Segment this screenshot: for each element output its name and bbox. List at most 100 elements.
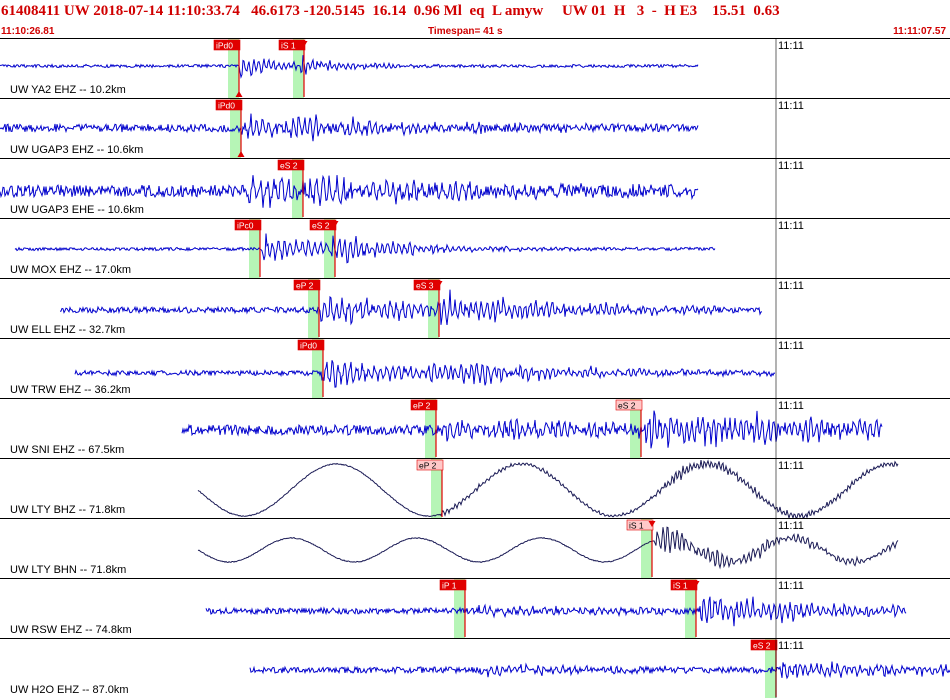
waveform-panel[interactable]: iPd0 iS 1 11:11 UW YA2 EHZ -- 10.2km: [0, 38, 950, 98]
pick-window: [765, 639, 776, 698]
pick-window: [312, 339, 323, 398]
time-tick-label: 11:11: [778, 280, 804, 292]
waveform-canvas: eP 2 eS 3: [59, 279, 777, 338]
waveform-panel[interactable]: iP 1 iS 1 11:11 UW RSW EHZ -- 74.8km: [0, 578, 950, 638]
channel-label: UW MOX EHZ -- 17.0km: [10, 264, 132, 276]
pick-window: [324, 219, 335, 278]
start-time: 11:10:26.81: [1, 26, 55, 37]
time-tick-label: 11:11: [778, 400, 804, 412]
end-time: 11:11:07.57: [893, 26, 946, 37]
pick-label: iS 1: [673, 581, 688, 591]
waveform-panel[interactable]: iS 1 11:11 UW LTY BHN -- 71.8km: [0, 518, 950, 578]
waveform-panel[interactable]: iPc0 eS 2 11:11 UW MOX EHZ -- 17.0km: [0, 218, 950, 278]
pick-label: iP 1: [442, 581, 457, 591]
pick-label-box[interactable]: [213, 39, 241, 51]
pick-window: [641, 519, 652, 578]
pick-label: iPd0: [300, 341, 317, 351]
channel-label: UW LTY BHZ -- 71.8km: [10, 504, 126, 516]
time-tick-label: 11:11: [778, 340, 804, 352]
pick-window: [431, 459, 442, 518]
pick-label: eS 2: [753, 641, 771, 651]
waveform-panel[interactable]: eS 2 11:11 UW H2O EHZ -- 87.0km: [0, 638, 950, 698]
pick-label: eP 2: [296, 281, 314, 291]
channel-label: UW TRW EHZ -- 36.2km: [10, 384, 131, 396]
pick-label: eS 2: [312, 221, 330, 231]
time-tick-label: 11:11: [778, 220, 804, 232]
pick-label: iPc0: [237, 221, 254, 231]
channel-label: UW ELL EHZ -- 32.7km: [10, 324, 126, 336]
time-tick-label: 11:11: [778, 40, 804, 52]
seismogram-trace: [181, 410, 883, 449]
pick-arrow-up-icon: [237, 151, 245, 157]
time-tick-label: 11:11: [778, 160, 804, 172]
seismogram-trace: [14, 233, 716, 264]
pick-label-box[interactable]: [215, 99, 243, 111]
pick-arrow-down-icon: [331, 221, 339, 227]
event-summary-title: 61408411 UW 2018-07-14 11:10:33.74 46.61…: [1, 3, 780, 19]
pick-label: eS 2: [280, 161, 298, 171]
time-tick-label: 11:11: [778, 520, 804, 532]
seismogram-trace: [74, 360, 776, 388]
pick-label: eS 2: [618, 401, 636, 411]
waveform-panel[interactable]: iPd0 11:11 UW TRW EHZ -- 36.2km: [0, 338, 950, 398]
pick-label-box[interactable]: [277, 159, 305, 171]
pick-label-box[interactable]: [297, 339, 325, 351]
seismogram-trace: [0, 174, 699, 208]
pick-arrow-down-icon: [648, 521, 656, 527]
channel-label: UW UGAP3 EHZ -- 10.6km: [10, 144, 144, 156]
pick-window: [425, 399, 436, 458]
time-tick-label: 11:11: [778, 580, 804, 592]
seismogram-trace: [197, 526, 899, 570]
channel-label: UW H2O EHZ -- 87.0km: [10, 684, 129, 696]
waveform-panel[interactable]: eP 2 eS 3 11:11 UW ELL EHZ -- 32.7km: [0, 278, 950, 338]
pick-arrow-up-icon: [235, 91, 243, 97]
waveform-panels: iPd0 iS 1 11:11 UW YA2 EHZ -- 10.2km iPd0 11:…: [0, 38, 950, 700]
pick-label-box[interactable]: [750, 639, 778, 651]
pick-arrow-down-icon: [300, 41, 308, 47]
waveform-canvas: iPd0 iS 1: [0, 39, 777, 98]
waveform-canvas: iPc0 eS 2: [14, 219, 777, 278]
pick-window: [292, 159, 303, 218]
waveform-canvas: eP 2 eS 2: [181, 399, 883, 458]
pick-label-box[interactable]: [293, 279, 321, 291]
waveform-canvas: iPd0: [0, 99, 777, 158]
pick-label: eP 2: [413, 401, 431, 411]
channel-label: UW LTY BHN -- 71.8km: [10, 564, 127, 576]
timespan: Timespan= 41 s: [428, 26, 503, 37]
pick-label: iS 1: [281, 41, 296, 51]
pick-label-box[interactable]: [410, 399, 438, 411]
waveform-panel[interactable]: eS 2 11:11 UW UGAP3 EHE -- 10.6km: [0, 158, 950, 218]
pick-label-box[interactable]: [439, 579, 467, 591]
waveform-canvas: eS 2: [249, 639, 950, 698]
pick-label-box[interactable]: [615, 399, 643, 411]
waveform-canvas: iPd0: [74, 339, 777, 398]
event-header: 61408411 UW 2018-07-14 11:10:33.74 46.61…: [0, 0, 950, 38]
seismogram-trace: [197, 459, 899, 518]
waveform-panel[interactable]: eP 2 11:11 UW LTY BHZ -- 71.8km: [0, 458, 950, 518]
waveform-canvas: eS 2: [0, 159, 777, 218]
time-tick-label: 11:11: [778, 100, 804, 112]
time-tick-label: 11:11: [778, 460, 804, 472]
pick-window: [428, 279, 439, 338]
seismogram-trace: [0, 113, 699, 142]
pick-arrow-down-icon: [435, 281, 443, 287]
waveform-canvas: eP 2: [197, 459, 899, 518]
pick-label-box[interactable]: [234, 219, 262, 231]
pick-label: iPd0: [218, 101, 235, 111]
pick-label: iPd0: [216, 41, 233, 51]
pick-label: eP 2: [419, 461, 437, 471]
seismogram-trace: [0, 55, 699, 79]
waveform-canvas: iP 1 iS 1: [205, 579, 907, 638]
pick-arrow-down-icon: [692, 581, 700, 587]
time-tick-label: 11:11: [778, 640, 804, 652]
pick-label-box[interactable]: [416, 459, 444, 471]
seismogram-trace: [59, 289, 763, 326]
seismogram-trace: [249, 661, 950, 680]
waveform-panel[interactable]: eP 2 eS 2 11:11 UW SNI EHZ -- 67.5km: [0, 398, 950, 458]
seismogram-trace: [205, 596, 907, 627]
pick-window: [293, 39, 304, 98]
channel-label: UW SNI EHZ -- 67.5km: [10, 444, 125, 456]
channel-label: UW YA2 EHZ -- 10.2km: [10, 84, 126, 96]
waveform-panel[interactable]: iPd0 11:11 UW UGAP3 EHZ -- 10.6km: [0, 98, 950, 158]
channel-label: UW RSW EHZ -- 74.8km: [10, 624, 132, 636]
